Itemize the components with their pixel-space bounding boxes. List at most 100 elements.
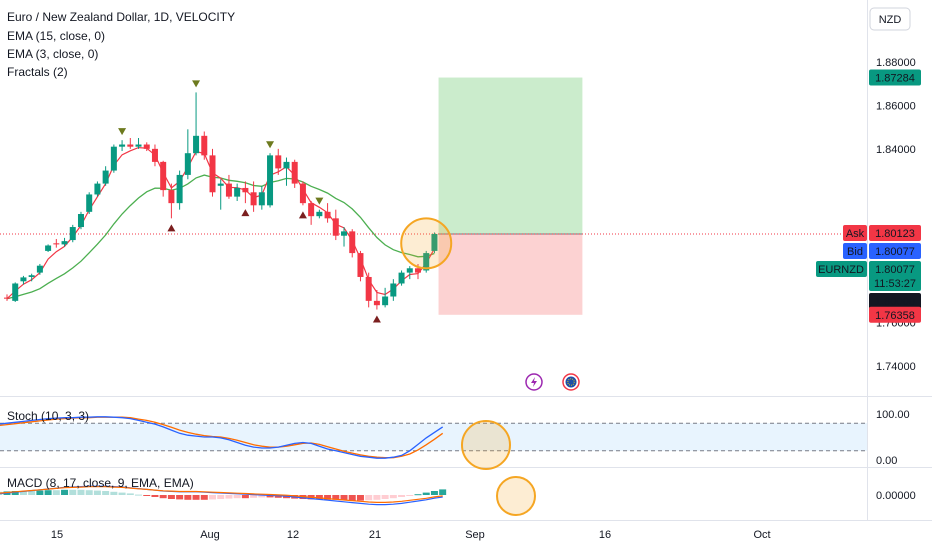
candle[interactable] <box>86 192 93 214</box>
candle[interactable] <box>267 153 274 208</box>
macd-histogram-bar[interactable] <box>52 490 60 495</box>
macd-histogram-bar[interactable] <box>225 495 233 499</box>
macd-histogram-bar[interactable] <box>93 490 101 495</box>
macd-histogram-bar[interactable] <box>348 495 356 501</box>
target-price-badge-text[interactable]: 1.87284 <box>875 73 915 85</box>
candle[interactable] <box>250 181 257 212</box>
lightning-event-icon[interactable] <box>525 373 543 391</box>
highlight-circle-stoch[interactable] <box>461 420 511 470</box>
macd-histogram-bar[interactable] <box>19 491 27 495</box>
macd-histogram-bar[interactable] <box>11 491 19 495</box>
candle[interactable] <box>324 203 331 223</box>
candle[interactable] <box>45 244 52 252</box>
macd-histogram-bar[interactable] <box>233 495 241 499</box>
macd-histogram-bar[interactable] <box>77 489 85 495</box>
macd-histogram-bar[interactable] <box>258 495 266 498</box>
macd-histogram-bar[interactable] <box>102 491 110 495</box>
candle[interactable] <box>332 209 339 241</box>
fractal-down-marker[interactable] <box>298 211 307 219</box>
candle[interactable] <box>127 138 134 149</box>
candle[interactable] <box>110 144 117 173</box>
macd-histogram-bar[interactable] <box>373 495 381 500</box>
candle[interactable] <box>135 138 142 149</box>
macd-histogram-bar[interactable] <box>28 491 36 495</box>
macd-histogram-bar[interactable] <box>135 494 143 496</box>
candle[interactable] <box>406 266 413 280</box>
macd-histogram-bar[interactable] <box>36 490 44 495</box>
candle[interactable] <box>283 157 290 186</box>
chart-title[interactable]: Euro / New Zealand Dollar, 1D, VELOCITY <box>7 10 235 24</box>
candle[interactable] <box>242 181 249 204</box>
macd-histogram-bar[interactable] <box>315 495 323 500</box>
candle[interactable] <box>36 263 43 275</box>
candle[interactable] <box>193 92 200 156</box>
candle[interactable] <box>151 144 158 167</box>
indicator-legend-2[interactable]: Fractals (2) <box>7 65 68 79</box>
candle[interactable] <box>119 140 126 152</box>
eu-flag-event-icon[interactable] <box>562 373 580 391</box>
fractal-up-marker[interactable] <box>266 141 275 149</box>
ask-price-bg[interactable] <box>869 225 921 242</box>
candle[interactable] <box>20 275 27 285</box>
fractal-down-marker[interactable] <box>241 209 250 217</box>
candle[interactable] <box>143 142 150 152</box>
fractal-down-marker[interactable] <box>167 224 176 232</box>
macd-histogram-bar[interactable] <box>209 495 216 500</box>
profit-zone[interactable] <box>438 77 583 234</box>
loss-zone[interactable] <box>438 233 583 315</box>
candle[interactable] <box>53 238 60 248</box>
macd-histogram-bar[interactable] <box>151 495 159 497</box>
candle[interactable] <box>12 282 19 302</box>
indicator-legend-1[interactable]: EMA (3, close, 0) <box>7 47 98 61</box>
highlight-circle-macd[interactable] <box>496 476 536 516</box>
macd-histogram-bar[interactable] <box>192 495 200 500</box>
macd-histogram-bar[interactable] <box>159 495 167 499</box>
candle[interactable] <box>61 237 68 247</box>
candle[interactable] <box>431 232 438 254</box>
candle[interactable] <box>373 290 380 310</box>
symbol-badge-bg[interactable] <box>816 261 867 278</box>
macd-histogram-bar[interactable] <box>365 495 373 501</box>
macd-histogram-bar[interactable] <box>340 495 348 501</box>
currency-label[interactable]: NZD <box>879 14 902 26</box>
candle[interactable] <box>316 209 323 219</box>
candle[interactable] <box>201 131 208 160</box>
macd-histogram-bar[interactable] <box>143 495 151 496</box>
candle[interactable] <box>357 250 364 282</box>
bid-price-bg[interactable] <box>869 243 921 260</box>
candle[interactable] <box>299 181 306 206</box>
macd-histogram-bar[interactable] <box>398 495 406 497</box>
macd-histogram-bar[interactable] <box>414 494 422 496</box>
macd-histogram-bar[interactable] <box>69 489 77 495</box>
macd-histogram-bar[interactable] <box>44 490 52 495</box>
candle[interactable] <box>225 174 232 199</box>
macd-histogram-bar[interactable] <box>274 495 282 498</box>
fractal-down-marker[interactable] <box>372 315 381 323</box>
highlight-circle-price[interactable] <box>400 217 453 270</box>
macd-histogram-bar[interactable] <box>110 491 118 495</box>
macd-histogram-bar[interactable] <box>324 495 332 500</box>
macd-histogram-bar[interactable] <box>126 493 134 495</box>
macd-histogram-bar[interactable] <box>430 491 438 495</box>
last-price-bg[interactable] <box>869 261 921 292</box>
macd-histogram-bar[interactable] <box>406 495 414 496</box>
candle[interactable] <box>209 148 216 197</box>
candle[interactable] <box>390 279 397 301</box>
macd-histogram-bar[interactable] <box>439 489 447 495</box>
macd-histogram-bar[interactable] <box>118 492 126 495</box>
candle[interactable] <box>258 185 265 210</box>
candle[interactable] <box>217 179 224 210</box>
macd-histogram-bar[interactable] <box>389 495 397 499</box>
fractal-up-marker[interactable] <box>192 80 201 88</box>
candle[interactable] <box>184 129 191 180</box>
indicator-legend-0[interactable]: EMA (15, close, 0) <box>7 29 105 43</box>
candle[interactable] <box>102 166 109 186</box>
macd-histogram-bar[interactable] <box>184 495 192 500</box>
currency-button[interactable] <box>869 7 911 31</box>
candle[interactable] <box>160 160 167 197</box>
macd-histogram-bar[interactable] <box>176 495 184 500</box>
candle[interactable] <box>69 224 76 243</box>
stop-price-badge-bg[interactable] <box>869 306 921 323</box>
stop-price-badge-text[interactable]: 1.76358 <box>875 310 915 322</box>
